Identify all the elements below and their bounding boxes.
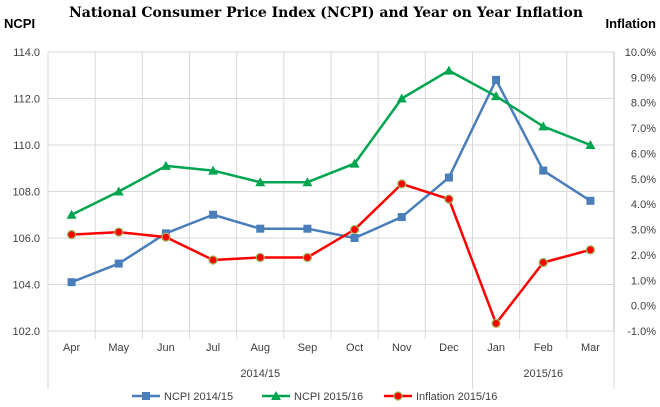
data-point	[586, 196, 595, 205]
legend-label: NCPI 2014/15	[164, 391, 233, 403]
category-label: Feb	[534, 342, 553, 354]
legend-marker	[393, 391, 403, 401]
legend-marker	[142, 392, 150, 400]
data-point	[538, 121, 549, 131]
right-tick-label: 9.0%	[631, 72, 656, 84]
data-point	[161, 232, 171, 242]
data-point	[67, 278, 76, 287]
data-point	[350, 234, 359, 242]
data-point	[302, 177, 313, 187]
data-point	[397, 213, 406, 222]
category-label: Sep	[298, 342, 318, 354]
data-point	[208, 255, 218, 265]
category-label: Jun	[157, 342, 175, 354]
category-label: Jul	[206, 342, 220, 354]
category-label: Oct	[346, 342, 363, 354]
data-point	[539, 166, 548, 175]
data-point	[491, 318, 501, 328]
left-tick-label: 112.0	[13, 94, 40, 106]
right-tick-label: -1.0%	[627, 326, 656, 338]
data-point	[585, 140, 596, 149]
data-point	[255, 177, 266, 187]
left-axis-title: NCPI	[4, 16, 35, 31]
left-tick-label: 114.0	[13, 47, 40, 59]
group-label: 2015/16	[523, 368, 563, 380]
data-point	[66, 230, 77, 240]
right-tick-label: 0.0%	[631, 301, 656, 313]
data-point	[396, 93, 407, 103]
data-point	[443, 65, 454, 75]
category-label: Jan	[487, 342, 505, 354]
left-tick-label: 104.0	[12, 280, 40, 292]
right-tick-label: 2.0%	[631, 250, 656, 262]
data-point	[349, 224, 360, 235]
data-point	[444, 173, 453, 182]
category-label: Aug	[250, 342, 270, 354]
left-tick-label: 106.0	[12, 233, 40, 245]
right-tick-label: 1.0%	[631, 275, 656, 287]
data-point	[66, 209, 77, 219]
data-point	[302, 252, 313, 263]
right-tick-label: 8.0%	[631, 98, 656, 110]
data-point	[492, 75, 501, 84]
left-tick-label: 110.0	[13, 140, 40, 152]
data-point	[114, 259, 123, 268]
right-tick-label: 6.0%	[631, 148, 656, 160]
category-label: Dec	[439, 342, 459, 354]
series-line-1	[71, 69, 591, 216]
right-tick-label: 4.0%	[631, 199, 656, 211]
legend-label: Inflation 2015/16	[416, 391, 497, 403]
right-tick-label: 3.0%	[631, 225, 656, 237]
data-point	[303, 224, 312, 233]
data-point	[255, 252, 265, 263]
group-label: 2014/15	[240, 368, 280, 380]
data-point	[113, 186, 124, 196]
data-point	[349, 158, 360, 168]
series-line-2	[71, 182, 591, 325]
chart-title: National Consumer Price Index (NCPI) and…	[69, 5, 583, 21]
category-label: Apr	[63, 342, 80, 354]
right-tick-label: 10.0%	[625, 47, 656, 59]
data-point	[585, 245, 596, 255]
right-tick-label: 7.0%	[631, 123, 656, 135]
data-point	[209, 210, 218, 219]
data-point	[256, 224, 265, 233]
right-tick-label: 5.0%	[631, 174, 656, 186]
data-point	[160, 160, 171, 170]
legend-marker	[271, 391, 281, 400]
data-point	[491, 91, 502, 101]
data-point	[397, 179, 407, 189]
legend-label: NCPI 2015/16	[294, 391, 363, 403]
category-label: May	[108, 342, 129, 354]
data-point	[444, 194, 454, 204]
left-tick-label: 102.0	[12, 326, 40, 338]
series-line-0	[71, 78, 592, 284]
right-axis-title: Inflation	[605, 16, 656, 31]
category-label: Mar	[581, 342, 600, 354]
category-label: Nov	[392, 342, 412, 354]
data-point	[208, 165, 219, 175]
data-point	[538, 257, 548, 268]
data-point	[114, 227, 124, 237]
left-tick-label: 108.0	[12, 187, 40, 199]
